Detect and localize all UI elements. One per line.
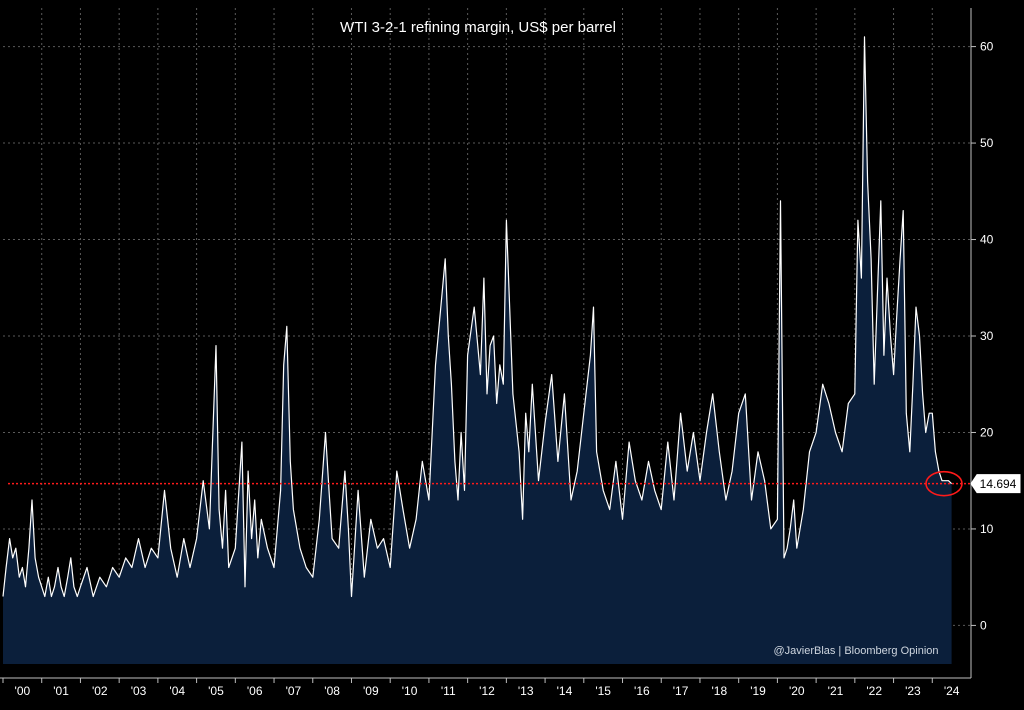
- x-tick-label: '18: [711, 684, 727, 698]
- x-tick-label: '10: [402, 684, 418, 698]
- x-tick-label: '09: [363, 684, 379, 698]
- highlight-circle: [925, 470, 963, 497]
- y-tick-label: 50: [980, 136, 994, 150]
- series-area: [3, 36, 952, 664]
- y-tick-label: 60: [980, 40, 994, 54]
- x-tick-label: '24: [944, 684, 960, 698]
- y-tick-label: 0: [980, 618, 987, 632]
- x-tick-label: '03: [131, 684, 147, 698]
- chart-title: WTI 3-2-1 refining margin, US$ per barre…: [340, 19, 616, 36]
- x-tick-label: '19: [750, 684, 766, 698]
- x-tick-label: '16: [634, 684, 650, 698]
- x-tick-label: '07: [286, 684, 302, 698]
- y-tick-label: 20: [980, 425, 994, 439]
- y-tick-label: 10: [980, 522, 994, 536]
- x-tick-label: '22: [866, 684, 882, 698]
- x-tick-label: '23: [905, 684, 921, 698]
- x-tick-label: '02: [92, 684, 108, 698]
- x-tick-label: '17: [673, 684, 689, 698]
- x-tick-label: '04: [169, 684, 185, 698]
- x-tick-label: '05: [208, 684, 224, 698]
- x-tick-label: '01: [53, 684, 69, 698]
- x-tick-label: '21: [828, 684, 844, 698]
- x-tick-label: '08: [324, 684, 340, 698]
- last-value-box: [970, 474, 1021, 494]
- series-layer: [2, 36, 953, 664]
- x-tick-label: '11: [441, 684, 456, 698]
- x-tick-label: '12: [479, 684, 495, 698]
- x-tick-label: '20: [789, 684, 805, 698]
- axes: 0 10 20 30 40 50 60 '00 '01 '02 '03 '04 '05 '06 '07 '08…: [0, 8, 1021, 698]
- reference-layer: [8, 470, 972, 497]
- y-tick-label: 30: [980, 329, 994, 343]
- y-tick-label: 40: [980, 233, 994, 247]
- source-annotation: @JavierBlas | Bloomberg Opinion: [773, 645, 938, 657]
- x-tick-label: '14: [557, 684, 573, 698]
- x-tick-label: '13: [518, 684, 534, 698]
- x-tick-label: '15: [595, 684, 611, 698]
- series-line: [2, 36, 953, 598]
- x-tick-label: '06: [247, 684, 263, 698]
- last-value-label: 14.694: [980, 477, 1017, 491]
- x-tick-label: '00: [15, 684, 31, 698]
